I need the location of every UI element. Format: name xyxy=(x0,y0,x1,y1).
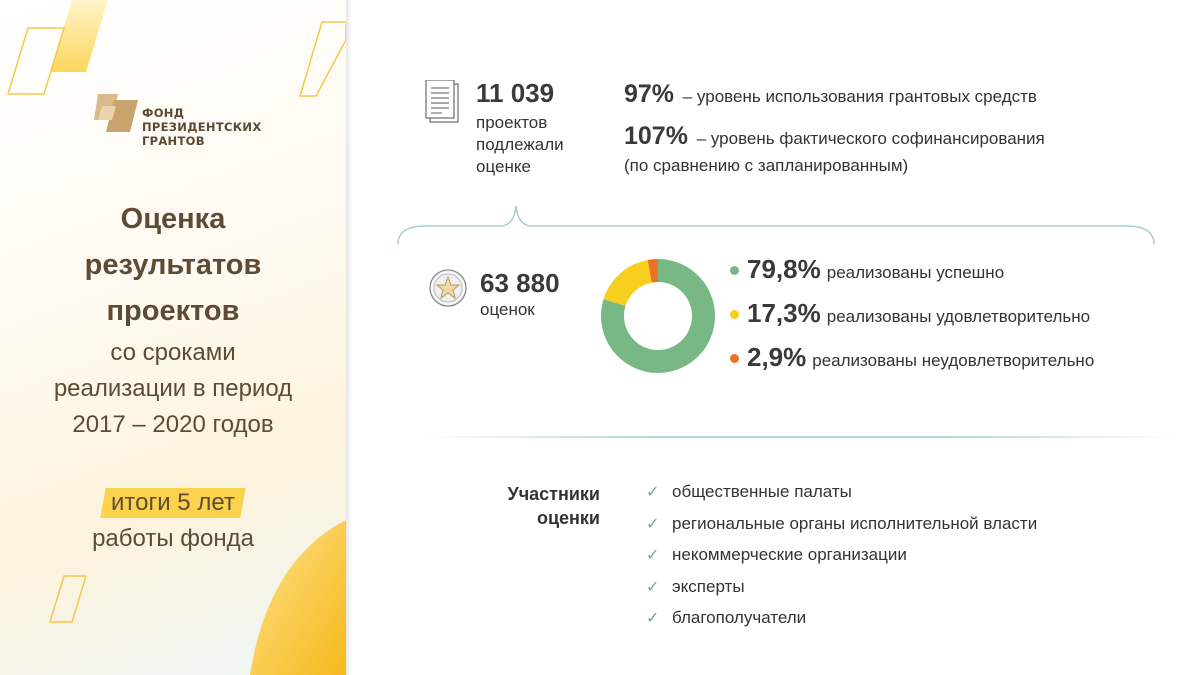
legend-label: реализованы успешно xyxy=(826,263,1005,282)
logo-text: ФОНД ПРЕЗИДЕНТСКИХ ГРАНТОВ xyxy=(142,106,262,148)
participant-item: ✓ эксперты xyxy=(646,575,1037,607)
donut-chart xyxy=(601,259,715,373)
cofinance-text: – уровень фактического софинансирования xyxy=(696,129,1045,148)
logo-line: ФОНД xyxy=(142,106,185,120)
document-icon xyxy=(425,80,459,123)
cofinance-note: (по сравнению с запланированным) xyxy=(624,156,909,175)
title-line: проектов xyxy=(106,295,240,327)
participants-title-line: Участники xyxy=(507,484,601,504)
legend-value: 2,9% xyxy=(747,342,807,372)
participant-item: ✓ региональные органы исполнительной влас… xyxy=(646,512,1037,544)
check-icon: ✓ xyxy=(646,515,660,533)
grant-use-value: 97% xyxy=(624,80,675,108)
legend-value: 79,8% xyxy=(747,254,821,284)
ratings-caption: оценок xyxy=(480,300,535,319)
check-icon: ✓ xyxy=(646,578,660,596)
ratings-stat: 63 880 оценок xyxy=(480,268,560,320)
projects-stat: 11 039 проектов подлежали оценке xyxy=(476,78,564,178)
title-line: результатов xyxy=(84,249,262,281)
participant-label: общественные палаты xyxy=(672,482,852,501)
participant-label: благополучатели xyxy=(672,608,807,627)
participant-item: ✓ благополучатели xyxy=(646,606,1037,638)
legend-dot-icon xyxy=(730,310,739,320)
legend-value: 17,3% xyxy=(747,298,821,328)
projects-caption-line: подлежали xyxy=(476,135,564,154)
subtitle-line: реализации в период xyxy=(53,375,293,402)
slice-satisfactory xyxy=(603,259,652,306)
projects-caption-line: проектов xyxy=(476,113,548,132)
participants-list: ✓ общественные палаты ✓ региональные органы… xyxy=(646,480,1037,638)
slice-successful xyxy=(601,259,715,373)
check-icon: ✓ xyxy=(646,610,660,627)
subtitle-line: со сроками xyxy=(110,339,236,366)
page-title: Оценка результатов проектов со сроками р… xyxy=(0,196,346,442)
logo-line: ПРЕЗИДЕНТСКИХ xyxy=(142,120,262,134)
results-line: работы фонда xyxy=(92,525,254,552)
slice-unsatisfactory xyxy=(647,259,658,283)
legend-dot-icon xyxy=(730,266,739,276)
participant-item: ✓ общественные палаты xyxy=(646,480,1037,512)
participant-label: региональные органы исполнительной власт… xyxy=(672,513,1038,533)
legend-item: 79,8% реализованы успешно xyxy=(730,254,1004,285)
projects-caption: проектов подлежали оценке xyxy=(476,112,564,178)
legend-item: 2,9% реализованы неудовлетворительно xyxy=(730,342,1094,373)
legend-label: реализованы удовлетворительно xyxy=(826,307,1091,326)
participants-title: Участники оценки xyxy=(470,482,601,530)
title-line: Оценка xyxy=(120,203,226,235)
participant-item: ✓ некоммерческие организации xyxy=(646,543,1037,575)
results-highlight: итоги 5 лет xyxy=(100,488,246,518)
legend-dot-icon xyxy=(730,354,739,364)
logo-mark xyxy=(94,94,138,132)
legend-item: 17,3% реализованы удовлетворительно xyxy=(730,298,1090,329)
panel-divider xyxy=(346,0,352,675)
check-icon: ✓ xyxy=(646,484,660,501)
subtitle-line: 2017 – 2020 годов xyxy=(72,411,274,438)
participant-label: эксперты xyxy=(672,576,745,596)
logo-line: ГРАНТОВ xyxy=(142,134,205,148)
check-icon: ✓ xyxy=(646,547,660,564)
participant-label: некоммерческие организации xyxy=(672,545,907,564)
results-highlight-text: итоги 5 лет xyxy=(111,489,235,516)
ratings-value: 63 880 xyxy=(480,268,560,298)
participants-title-line: оценки xyxy=(536,508,600,528)
section-divider xyxy=(420,436,1180,438)
star-badge-icon xyxy=(429,269,467,307)
brace-connector xyxy=(397,205,1155,245)
grant-use-text: – уровень использования грантовых средст… xyxy=(682,87,1037,106)
projects-caption-line: оценке xyxy=(476,157,531,176)
results-caption: итоги 5 лет работы фонда xyxy=(0,485,346,557)
cofinance-stat: 107% – уровень фактического софинансиров… xyxy=(624,122,1045,151)
projects-value: 11 039 xyxy=(476,78,555,108)
grant-use-stat: 97% – уровень использования грантовых ср… xyxy=(624,80,1037,109)
left-panel: ФОНД ПРЕЗИДЕНТСКИХ ГРАНТОВ Оценка резуль… xyxy=(0,0,346,675)
cofinance-value: 107% xyxy=(624,122,688,150)
decorative-shapes xyxy=(6,0,346,675)
legend-label: реализованы неудовлетворительно xyxy=(812,351,1095,370)
